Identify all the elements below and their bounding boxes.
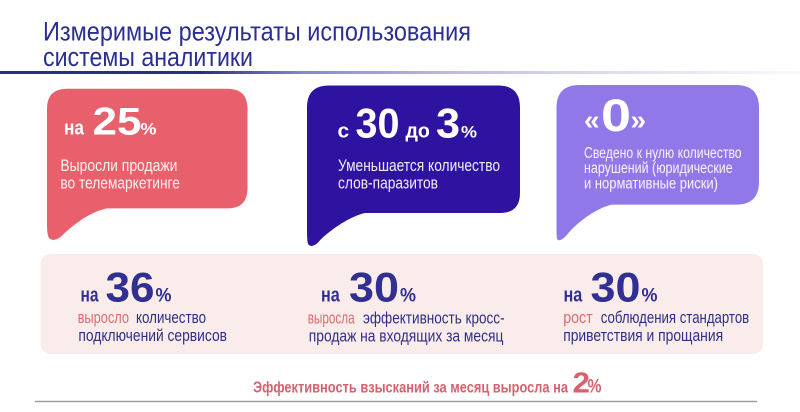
svg-text:продаж на входящих за месяц: продаж на входящих за месяц: [309, 327, 504, 346]
svg-text:Уменьшается количество: Уменьшается количество: [338, 156, 500, 175]
svg-text:во телемаркетинге: во телемаркетинге: [60, 173, 179, 192]
svg-text:Измеримые результаты использов: Измеримые результаты использования: [43, 17, 471, 47]
svg-text:Эффективность взысканий за мес: Эффективность взысканий за месяц выросла…: [253, 368, 602, 400]
svg-text:нарушений (юридические: нарушений (юридические: [584, 160, 733, 177]
svg-text:приветствия и прощания: приветствия и прощания: [563, 326, 723, 345]
svg-text:«0»: «0»: [584, 90, 646, 141]
svg-text:и нормативные риски): и нормативные риски): [584, 176, 718, 193]
svg-text:Сведено к нулю количество: Сведено к нулю количество: [584, 145, 742, 162]
svg-text:Выросли продажи: Выросли продажи: [60, 156, 177, 175]
svg-text:системы аналитики: системы аналитики: [43, 42, 253, 72]
svg-text:слов-паразитов: слов-паразитов: [338, 174, 438, 193]
svg-text:подключений сервисов: подключений сервисов: [78, 326, 227, 345]
